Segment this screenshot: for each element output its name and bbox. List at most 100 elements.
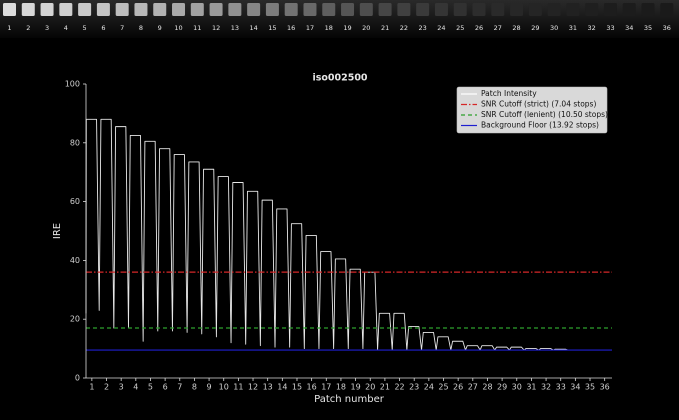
x-tick-label: 1 — [89, 383, 94, 392]
x-tick-label: 7 — [177, 383, 182, 392]
legend-label: SNR Cutoff (lenient) (10.50 stops) — [481, 110, 608, 119]
patch-label: 7 — [120, 24, 124, 32]
patch-label: 36 — [663, 24, 671, 32]
x-tick-label: 5 — [148, 383, 153, 392]
patch-strip — [0, 0, 679, 38]
x-tick-label: 17 — [321, 383, 331, 392]
patch-swatch — [510, 3, 524, 16]
patch-label: 24 — [437, 24, 445, 32]
x-tick-label: 15 — [292, 383, 302, 392]
patch-swatch — [359, 3, 373, 16]
x-tick-label: 32 — [541, 383, 551, 392]
patch-label: 17 — [306, 24, 314, 32]
y-tick-label: 40 — [70, 256, 80, 265]
x-tick-label: 20 — [365, 383, 375, 392]
patch-swatch — [21, 3, 35, 16]
x-tick-label: 8 — [192, 383, 197, 392]
x-axis-label: Patch number — [314, 394, 385, 405]
patch-swatch — [416, 3, 430, 16]
patch-swatch — [566, 3, 580, 16]
x-tick-label: 35 — [585, 383, 595, 392]
patch-label: 15 — [268, 24, 276, 32]
patch-swatch — [603, 3, 617, 16]
patch-label: 29 — [531, 24, 539, 32]
patch-label: 11 — [193, 24, 201, 32]
patch-swatch — [585, 3, 599, 16]
x-tick-label: 21 — [380, 383, 390, 392]
patch-label: 4 — [64, 24, 68, 32]
x-tick-label: 28 — [482, 383, 492, 392]
legend: Patch Intensity SNR Cutoff (strict) (7.04… — [456, 86, 608, 134]
intensity-line — [85, 118, 612, 351]
patch-swatch — [622, 3, 636, 16]
patch-swatch — [472, 3, 486, 16]
x-tick-label: 33 — [556, 383, 566, 392]
patch-swatch — [172, 3, 186, 16]
patch-swatch — [434, 3, 448, 16]
patch-label: 14 — [249, 24, 257, 32]
patch-label: 10 — [174, 24, 182, 32]
patch-strip-group: 1 2 3 4 5 6 7 8 9 10 11 12 13 14 15 16 17 18 19 20 21 22 23 24 2… — [3, 3, 674, 32]
patch-label: 8 — [139, 24, 143, 32]
patch-label: 35 — [644, 24, 652, 32]
patch-swatch — [78, 3, 92, 16]
patch-swatch — [491, 3, 505, 16]
patch-swatch — [660, 3, 674, 16]
patch-label: 13 — [231, 24, 239, 32]
patch-label: 32 — [588, 24, 596, 32]
patch-label: 16 — [287, 24, 295, 32]
patch-label: 18 — [325, 24, 333, 32]
patch-swatch — [528, 3, 542, 16]
x-tick-label: 22 — [394, 383, 404, 392]
x-tick-label: 30 — [512, 383, 522, 392]
patch-label: 34 — [625, 24, 633, 32]
patch-swatch — [265, 3, 279, 16]
x-tick-label: 13 — [263, 383, 273, 392]
patch-swatch — [397, 3, 411, 16]
patch-swatch — [341, 3, 355, 16]
x-tick-label: 6 — [163, 383, 168, 392]
x-tick-label: 23 — [409, 383, 419, 392]
x-tick-label: 14 — [277, 383, 287, 392]
patch-label: 9 — [158, 24, 162, 32]
x-tick-label: 9 — [207, 383, 212, 392]
patch-swatch — [59, 3, 73, 16]
patch-swatch — [453, 3, 467, 16]
y-tick-label: 20 — [70, 315, 80, 324]
x-tick-label: 4 — [133, 383, 138, 392]
patch-label: 33 — [606, 24, 614, 32]
x-tick-label: 27 — [468, 383, 478, 392]
y-tick-label: 100 — [65, 80, 80, 89]
patch-label: 28 — [512, 24, 520, 32]
patch-label: 20 — [362, 24, 370, 32]
patch-swatch — [115, 3, 129, 16]
patch-swatch — [134, 3, 148, 16]
patch-label: 2 — [26, 24, 30, 32]
patch-swatch — [641, 3, 655, 16]
patch-label: 5 — [83, 24, 87, 32]
patch-label: 12 — [212, 24, 220, 32]
patch-label: 25 — [456, 24, 464, 32]
x-tick-label: 29 — [497, 383, 507, 392]
legend-box — [456, 86, 608, 134]
patch-swatch — [303, 3, 317, 16]
patch-label: 19 — [343, 24, 351, 32]
x-tick-label: 18 — [336, 383, 346, 392]
x-tick-label: 19 — [350, 383, 360, 392]
patch-swatch — [284, 3, 298, 16]
y-axis-label: IRE — [52, 223, 63, 239]
patch-label: 23 — [419, 24, 427, 32]
patch-swatch — [96, 3, 110, 16]
patch-label: 21 — [381, 24, 389, 32]
x-tick-label: 2 — [104, 383, 109, 392]
x-tick-label: 10 — [219, 383, 229, 392]
x-tick-label: 3 — [119, 383, 124, 392]
patch-swatch — [153, 3, 167, 16]
x-tick-label: 24 — [424, 383, 434, 392]
x-tick-label: 11 — [233, 383, 243, 392]
patch-label: 31 — [569, 24, 577, 32]
patch-swatch — [190, 3, 204, 16]
patch-swatch — [378, 3, 392, 16]
